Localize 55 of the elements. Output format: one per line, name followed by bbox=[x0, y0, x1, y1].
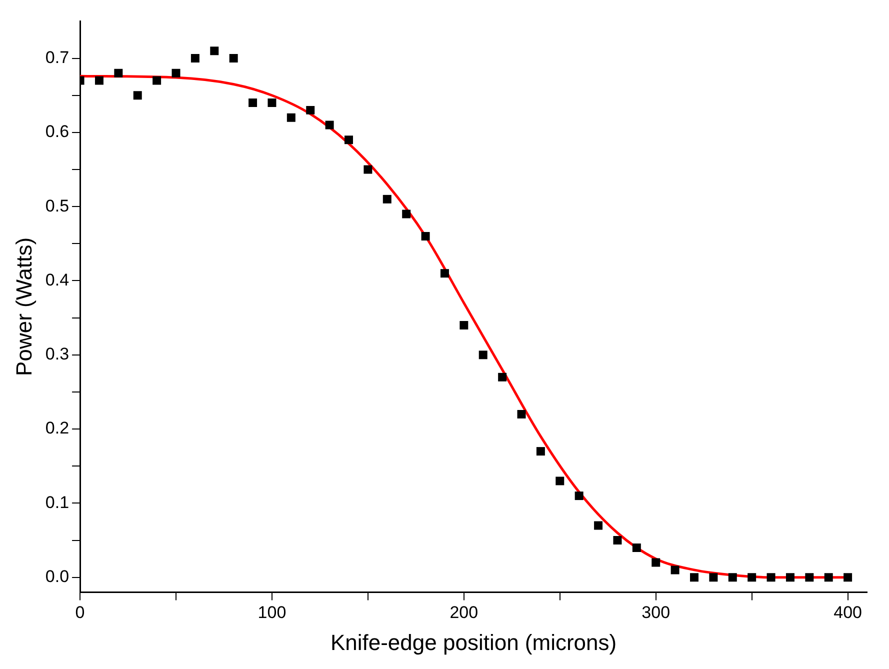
x-axis-title: Knife-edge position (microns) bbox=[330, 630, 617, 655]
point bbox=[805, 573, 814, 582]
y-tick-label: 0.6 bbox=[45, 122, 70, 142]
point bbox=[498, 372, 507, 382]
point bbox=[748, 573, 756, 582]
point bbox=[229, 54, 238, 63]
point bbox=[152, 76, 162, 85]
x-tick-label: 0 bbox=[75, 603, 85, 622]
point bbox=[172, 68, 180, 78]
point bbox=[382, 194, 392, 204]
y-tick-label: 0.1 bbox=[45, 492, 70, 512]
y-tick-label: 0.0 bbox=[45, 567, 70, 586]
point bbox=[844, 573, 852, 582]
x-tick-label: 100 bbox=[258, 603, 286, 622]
point bbox=[709, 573, 718, 582]
point bbox=[652, 558, 660, 567]
point bbox=[190, 54, 200, 63]
point bbox=[766, 573, 776, 582]
point bbox=[613, 536, 622, 545]
point bbox=[94, 76, 104, 85]
point bbox=[440, 269, 449, 278]
point bbox=[690, 573, 698, 582]
point bbox=[460, 320, 468, 330]
point bbox=[286, 113, 296, 122]
point bbox=[248, 98, 258, 108]
y-tick-label: 0.3 bbox=[45, 344, 70, 364]
point bbox=[574, 492, 584, 500]
point bbox=[402, 210, 411, 218]
point bbox=[478, 350, 488, 360]
point bbox=[728, 573, 737, 582]
y-tick-label: 0.5 bbox=[45, 196, 70, 216]
point bbox=[786, 573, 794, 582]
point bbox=[556, 476, 564, 486]
point bbox=[594, 521, 603, 530]
point bbox=[536, 447, 545, 456]
point bbox=[114, 68, 123, 78]
y-tick-label: 0.4 bbox=[45, 270, 70, 290]
x-tick-label: 400 bbox=[834, 603, 862, 622]
point bbox=[421, 232, 430, 240]
point bbox=[632, 543, 641, 552]
y-axis-title: Power (Watts) bbox=[11, 237, 36, 376]
point bbox=[364, 165, 372, 174]
point bbox=[306, 106, 315, 114]
point bbox=[344, 136, 353, 144]
point bbox=[670, 566, 680, 574]
point bbox=[325, 120, 334, 130]
point bbox=[517, 410, 526, 418]
point bbox=[133, 91, 142, 100]
x-tick-label: 300 bbox=[642, 603, 670, 622]
point bbox=[268, 98, 276, 108]
point bbox=[210, 46, 219, 56]
point bbox=[824, 573, 833, 582]
y-tick-label: 0.2 bbox=[45, 418, 70, 438]
x-tick-label: 200 bbox=[450, 603, 478, 622]
y-tick-label: 0.7 bbox=[45, 48, 70, 67]
